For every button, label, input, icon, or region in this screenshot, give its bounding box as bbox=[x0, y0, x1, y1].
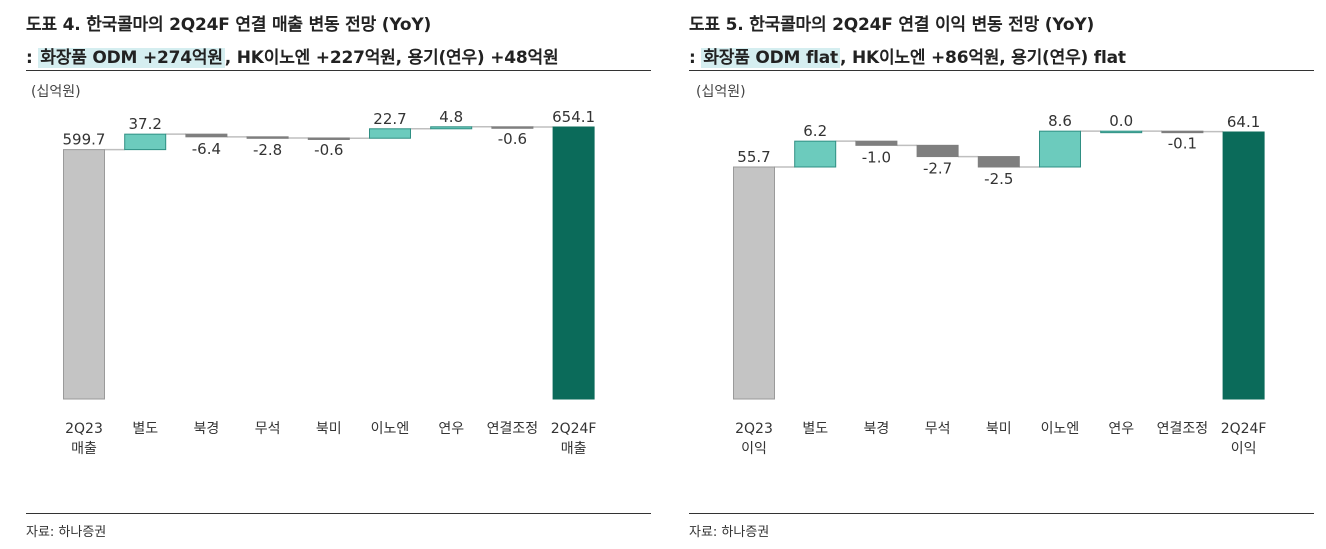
data-label: -2.5 bbox=[984, 170, 1013, 188]
waterfall-chart-sales: (십억원) 599.7 2Q23 매출 37.2 별도 -6.4 북경 -2.8 무석 -0.6 북미… bbox=[31, 84, 597, 457]
category-label: 연결조정 bbox=[1157, 421, 1209, 437]
chart-title: 도표 4. 한국콜마의 2Q24F 연결 매출 변동 전망 (YoY) bbox=[26, 15, 432, 35]
unit-label: (십억원) bbox=[31, 84, 81, 100]
data-label: 4.8 bbox=[439, 108, 463, 126]
data-label: -6.4 bbox=[192, 140, 221, 158]
chart-panel-sales: 도표 4. 한국콜마의 2Q24F 연결 매출 변동 전망 (YoY) : 화장… bbox=[13, 0, 651, 549]
chart-subtitle: : 화장품 ODM flat, HK이노엔 +86억원, 용기(연우) flat bbox=[689, 43, 1126, 68]
bar-delta bbox=[977, 156, 1020, 168]
category-label: 매출 bbox=[71, 441, 97, 457]
category-label: 무석 bbox=[255, 421, 281, 437]
bar-delta bbox=[369, 128, 411, 139]
category-label: 매출 bbox=[561, 441, 587, 457]
title-rule bbox=[26, 70, 651, 71]
data-label: -0.6 bbox=[498, 130, 527, 148]
category-label: 북미 bbox=[986, 421, 1012, 437]
source-rule bbox=[689, 513, 1314, 514]
chart-subtitle: : 화장품 ODM +274억원, HK이노엔 +227억원, 용기(연우) +… bbox=[26, 43, 559, 68]
bar-delta bbox=[1161, 130, 1204, 134]
data-label: 37.2 bbox=[128, 115, 161, 133]
category-label: 2Q24F bbox=[1221, 421, 1267, 437]
bar-delta bbox=[1100, 130, 1143, 134]
category-label: 연결조정 bbox=[487, 421, 539, 437]
category-label: 별도 bbox=[132, 421, 158, 437]
category-label: 이노엔 bbox=[1041, 421, 1080, 437]
subtitle-highlight: 화장품 ODM +274억원 bbox=[38, 48, 225, 68]
data-label: 55.7 bbox=[737, 148, 770, 166]
bar-delta bbox=[246, 136, 289, 139]
category-label: 북경 bbox=[194, 421, 220, 437]
bar-delta bbox=[430, 126, 473, 130]
bar-delta bbox=[307, 137, 350, 140]
source-rule bbox=[26, 513, 651, 514]
data-label: 8.6 bbox=[1048, 112, 1072, 130]
bar-delta bbox=[185, 133, 228, 138]
bar-base bbox=[63, 149, 105, 400]
subtitle-prefix: : bbox=[689, 48, 702, 68]
category-label: 북경 bbox=[864, 421, 890, 437]
category-label: 이익 bbox=[1231, 441, 1257, 457]
data-label: -2.7 bbox=[923, 160, 952, 178]
unit-label: (십억원) bbox=[696, 84, 746, 100]
category-label: 무석 bbox=[925, 421, 951, 437]
data-label: 599.7 bbox=[63, 131, 106, 149]
source-note: 자료: 하나증권 bbox=[689, 525, 770, 540]
data-label: -0.1 bbox=[1168, 135, 1197, 153]
data-label: -0.6 bbox=[314, 141, 343, 159]
data-label: 64.1 bbox=[1227, 113, 1260, 131]
category-label: 북미 bbox=[316, 421, 342, 437]
data-label: -1.0 bbox=[862, 148, 891, 166]
category-label: 2Q24F bbox=[551, 421, 597, 437]
subtitle-rest: , HK이노엔 +227억원, 용기(연우) +48억원 bbox=[224, 48, 559, 68]
bar-base bbox=[733, 166, 775, 400]
bar-delta bbox=[916, 144, 959, 158]
bar-delta bbox=[124, 133, 167, 151]
category-label: 연우 bbox=[1108, 421, 1134, 437]
category-label: 이노엔 bbox=[371, 421, 410, 437]
data-label: 654.1 bbox=[552, 108, 595, 126]
data-label: 0.0 bbox=[1109, 112, 1133, 130]
category-label: 2Q23 bbox=[735, 421, 773, 437]
chart-title: 도표 5. 한국콜마의 2Q24F 연결 이익 변동 전망 (YoY) bbox=[689, 15, 1095, 35]
source-note: 자료: 하나증권 bbox=[26, 525, 107, 540]
bar-total bbox=[1222, 131, 1265, 400]
data-label: 6.2 bbox=[803, 122, 827, 140]
bar-delta bbox=[855, 140, 898, 146]
category-label: 연우 bbox=[438, 421, 464, 437]
subtitle-highlight: 화장품 ODM flat bbox=[701, 48, 840, 68]
bar-delta bbox=[491, 126, 534, 129]
category-label: 2Q23 bbox=[65, 421, 103, 437]
category-label: 이익 bbox=[741, 441, 767, 457]
subtitle-prefix: : bbox=[26, 48, 39, 68]
data-label: 22.7 bbox=[373, 110, 406, 128]
subtitle-rest: , HK이노엔 +86억원, 용기(연우) flat bbox=[840, 48, 1126, 68]
title-rule bbox=[689, 70, 1314, 71]
chart-panel-profit: 도표 5. 한국콜마의 2Q24F 연결 이익 변동 전망 (YoY) : 화장… bbox=[676, 0, 1314, 549]
bar-total bbox=[552, 126, 595, 400]
category-label: 별도 bbox=[802, 421, 828, 437]
bar-delta bbox=[794, 140, 837, 168]
data-label: -2.8 bbox=[253, 141, 282, 159]
bar-delta bbox=[1039, 130, 1081, 168]
waterfall-chart-profit: (십억원) 55.7 2Q23 이익 6.2 별도 -1.0 북경 -2.7 무석 -2.5 북미 8.… bbox=[696, 84, 1267, 457]
